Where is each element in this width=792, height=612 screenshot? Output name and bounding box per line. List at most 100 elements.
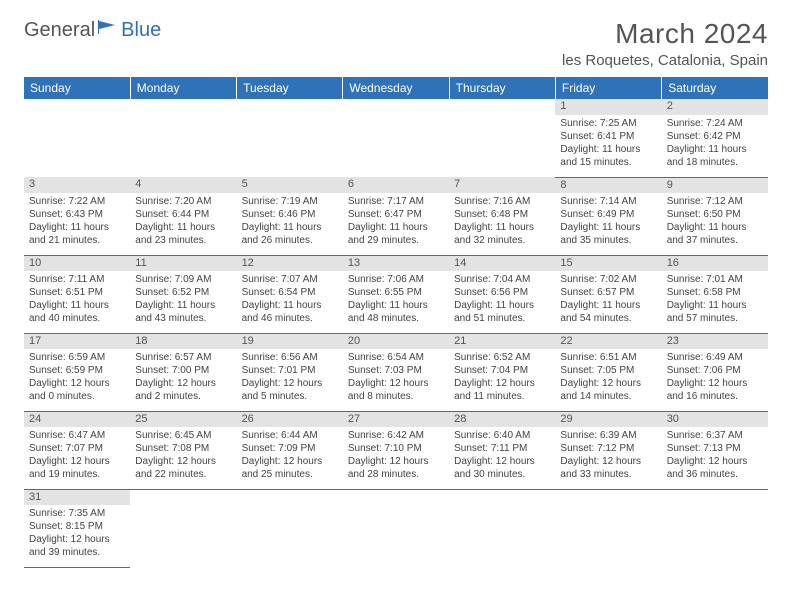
day-cell: Sunrise: 7:04 AM Sunset: 6:56 PM Dayligh… bbox=[449, 271, 555, 333]
day-cell: Sunrise: 7:25 AM Sunset: 6:41 PM Dayligh… bbox=[555, 115, 661, 177]
day-cell: Sunrise: 7:11 AM Sunset: 6:51 PM Dayligh… bbox=[24, 271, 130, 333]
day-number: 19 bbox=[237, 333, 343, 349]
day-content-row: Sunrise: 7:35 AM Sunset: 8:15 PM Dayligh… bbox=[24, 505, 768, 567]
day-number: 13 bbox=[343, 255, 449, 271]
day-number: 22 bbox=[555, 333, 661, 349]
day-cell: Sunrise: 6:49 AM Sunset: 7:06 PM Dayligh… bbox=[662, 349, 768, 411]
day-cell: Sunrise: 6:57 AM Sunset: 7:00 PM Dayligh… bbox=[130, 349, 236, 411]
day-number bbox=[449, 489, 555, 505]
day-number: 3 bbox=[24, 177, 130, 193]
day-details: Sunrise: 6:40 AM Sunset: 7:11 PM Dayligh… bbox=[454, 429, 550, 481]
day-details: Sunrise: 6:54 AM Sunset: 7:03 PM Dayligh… bbox=[348, 351, 444, 403]
day-number: 21 bbox=[449, 333, 555, 349]
day-details: Sunrise: 7:11 AM Sunset: 6:51 PM Dayligh… bbox=[29, 273, 125, 325]
logo: General Blue bbox=[24, 18, 161, 42]
day-number: 7 bbox=[449, 177, 555, 193]
day-number-row: 10111213141516 bbox=[24, 255, 768, 271]
day-cell: Sunrise: 7:20 AM Sunset: 6:44 PM Dayligh… bbox=[130, 193, 236, 255]
day-number: 12 bbox=[237, 255, 343, 271]
day-cell bbox=[449, 505, 555, 567]
day-cell: Sunrise: 7:24 AM Sunset: 6:42 PM Dayligh… bbox=[662, 115, 768, 177]
day-cell: Sunrise: 6:44 AM Sunset: 7:09 PM Dayligh… bbox=[237, 427, 343, 489]
day-number: 17 bbox=[24, 333, 130, 349]
day-cell: Sunrise: 7:06 AM Sunset: 6:55 PM Dayligh… bbox=[343, 271, 449, 333]
day-cell bbox=[237, 505, 343, 567]
day-number bbox=[237, 489, 343, 505]
day-number: 18 bbox=[130, 333, 236, 349]
day-cell: Sunrise: 6:51 AM Sunset: 7:05 PM Dayligh… bbox=[555, 349, 661, 411]
day-content-row: Sunrise: 7:11 AM Sunset: 6:51 PM Dayligh… bbox=[24, 271, 768, 333]
day-cell: Sunrise: 7:12 AM Sunset: 6:50 PM Dayligh… bbox=[662, 193, 768, 255]
day-content-row: Sunrise: 6:59 AM Sunset: 6:59 PM Dayligh… bbox=[24, 349, 768, 411]
day-details: Sunrise: 6:47 AM Sunset: 7:07 PM Dayligh… bbox=[29, 429, 125, 481]
day-cell: Sunrise: 6:42 AM Sunset: 7:10 PM Dayligh… bbox=[343, 427, 449, 489]
day-details: Sunrise: 6:52 AM Sunset: 7:04 PM Dayligh… bbox=[454, 351, 550, 403]
day-cell bbox=[130, 115, 236, 177]
day-number bbox=[343, 99, 449, 115]
day-cell bbox=[555, 505, 661, 567]
day-details: Sunrise: 6:56 AM Sunset: 7:01 PM Dayligh… bbox=[242, 351, 338, 403]
day-details: Sunrise: 7:14 AM Sunset: 6:49 PM Dayligh… bbox=[560, 195, 656, 247]
weekday-header: Monday bbox=[130, 77, 236, 99]
day-number: 27 bbox=[343, 411, 449, 427]
day-cell: Sunrise: 7:07 AM Sunset: 6:54 PM Dayligh… bbox=[237, 271, 343, 333]
day-details: Sunrise: 7:16 AM Sunset: 6:48 PM Dayligh… bbox=[454, 195, 550, 247]
day-details: Sunrise: 7:17 AM Sunset: 6:47 PM Dayligh… bbox=[348, 195, 444, 247]
day-number bbox=[449, 99, 555, 115]
day-details: Sunrise: 6:37 AM Sunset: 7:13 PM Dayligh… bbox=[667, 429, 763, 481]
weekday-header: Sunday bbox=[24, 77, 130, 99]
logo-text-right: Blue bbox=[121, 19, 161, 42]
day-number: 2 bbox=[662, 99, 768, 115]
day-number: 9 bbox=[662, 177, 768, 193]
day-cell bbox=[662, 505, 768, 567]
day-cell: Sunrise: 7:01 AM Sunset: 6:58 PM Dayligh… bbox=[662, 271, 768, 333]
day-content-row: Sunrise: 7:22 AM Sunset: 6:43 PM Dayligh… bbox=[24, 193, 768, 255]
day-content-row: Sunrise: 6:47 AM Sunset: 7:07 PM Dayligh… bbox=[24, 427, 768, 489]
day-number: 14 bbox=[449, 255, 555, 271]
weekday-header: Wednesday bbox=[343, 77, 449, 99]
day-details: Sunrise: 7:12 AM Sunset: 6:50 PM Dayligh… bbox=[667, 195, 763, 247]
day-number: 5 bbox=[237, 177, 343, 193]
day-number bbox=[24, 99, 130, 115]
day-cell: Sunrise: 6:47 AM Sunset: 7:07 PM Dayligh… bbox=[24, 427, 130, 489]
day-number: 23 bbox=[662, 333, 768, 349]
day-details: Sunrise: 7:19 AM Sunset: 6:46 PM Dayligh… bbox=[242, 195, 338, 247]
day-details: Sunrise: 7:02 AM Sunset: 6:57 PM Dayligh… bbox=[560, 273, 656, 325]
weekday-header-row: SundayMondayTuesdayWednesdayThursdayFrid… bbox=[24, 77, 768, 99]
day-number: 24 bbox=[24, 411, 130, 427]
day-cell bbox=[343, 115, 449, 177]
day-cell bbox=[237, 115, 343, 177]
day-number: 11 bbox=[130, 255, 236, 271]
day-cell: Sunrise: 6:40 AM Sunset: 7:11 PM Dayligh… bbox=[449, 427, 555, 489]
day-number: 20 bbox=[343, 333, 449, 349]
day-number: 16 bbox=[662, 255, 768, 271]
day-details: Sunrise: 6:39 AM Sunset: 7:12 PM Dayligh… bbox=[560, 429, 656, 481]
day-number: 10 bbox=[24, 255, 130, 271]
day-cell: Sunrise: 6:39 AM Sunset: 7:12 PM Dayligh… bbox=[555, 427, 661, 489]
day-number bbox=[343, 489, 449, 505]
day-details: Sunrise: 6:49 AM Sunset: 7:06 PM Dayligh… bbox=[667, 351, 763, 403]
day-cell: Sunrise: 7:35 AM Sunset: 8:15 PM Dayligh… bbox=[24, 505, 130, 567]
day-details: Sunrise: 6:51 AM Sunset: 7:05 PM Dayligh… bbox=[560, 351, 656, 403]
day-number: 28 bbox=[449, 411, 555, 427]
day-cell: Sunrise: 7:14 AM Sunset: 6:49 PM Dayligh… bbox=[555, 193, 661, 255]
calendar-table: SundayMondayTuesdayWednesdayThursdayFrid… bbox=[24, 77, 768, 568]
day-cell: Sunrise: 6:54 AM Sunset: 7:03 PM Dayligh… bbox=[343, 349, 449, 411]
day-number: 25 bbox=[130, 411, 236, 427]
weekday-header: Friday bbox=[555, 77, 661, 99]
day-number: 29 bbox=[555, 411, 661, 427]
day-details: Sunrise: 6:45 AM Sunset: 7:08 PM Dayligh… bbox=[135, 429, 231, 481]
day-cell bbox=[24, 115, 130, 177]
day-details: Sunrise: 7:24 AM Sunset: 6:42 PM Dayligh… bbox=[667, 117, 763, 169]
day-cell: Sunrise: 6:56 AM Sunset: 7:01 PM Dayligh… bbox=[237, 349, 343, 411]
day-number-row: 24252627282930 bbox=[24, 411, 768, 427]
title-block: March 2024 les Roquetes, Catalonia, Spai… bbox=[562, 18, 768, 69]
day-cell: Sunrise: 6:59 AM Sunset: 6:59 PM Dayligh… bbox=[24, 349, 130, 411]
day-cell: Sunrise: 7:22 AM Sunset: 6:43 PM Dayligh… bbox=[24, 193, 130, 255]
day-number-row: 31 bbox=[24, 489, 768, 505]
day-details: Sunrise: 7:22 AM Sunset: 6:43 PM Dayligh… bbox=[29, 195, 125, 247]
day-number: 8 bbox=[555, 177, 661, 193]
day-cell bbox=[130, 505, 236, 567]
day-content-row: Sunrise: 7:25 AM Sunset: 6:41 PM Dayligh… bbox=[24, 115, 768, 177]
day-details: Sunrise: 6:59 AM Sunset: 6:59 PM Dayligh… bbox=[29, 351, 125, 403]
